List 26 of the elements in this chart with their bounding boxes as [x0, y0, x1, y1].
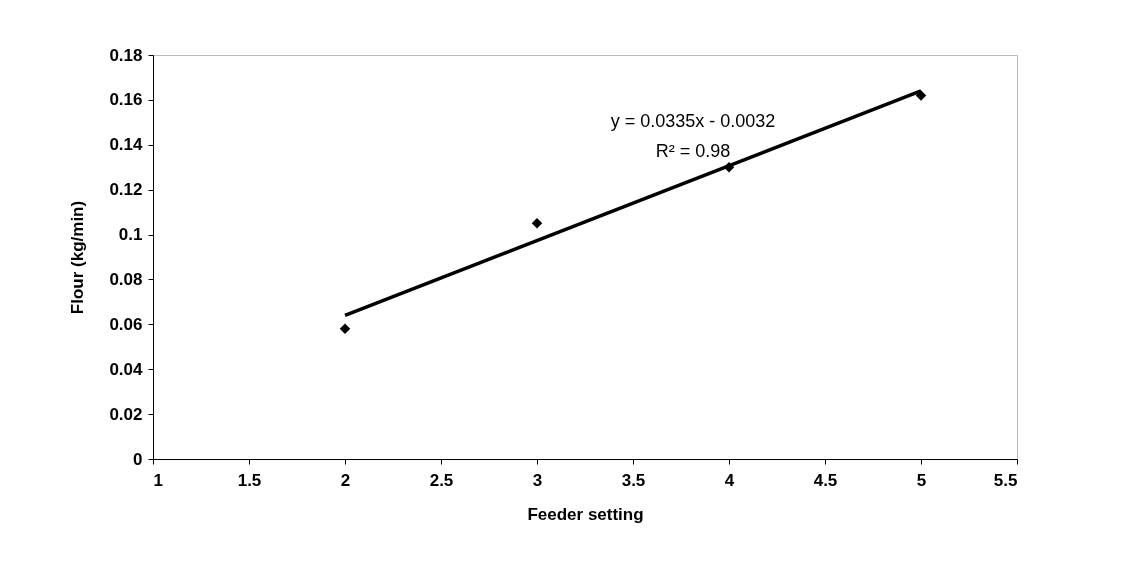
annotation: R² = 0.98 — [655, 141, 731, 161]
x-tick-label: 4.5 — [813, 470, 838, 490]
y-tick-label: 0.12 — [109, 180, 143, 200]
x-tick-label: 2 — [340, 470, 351, 490]
y-tick-label: 0 — [133, 449, 143, 469]
x-tick-label: 5.5 — [993, 470, 1018, 490]
point — [531, 218, 543, 229]
point — [339, 323, 351, 335]
x-tick-label: 4 — [724, 470, 735, 490]
y-tick-label: 0.18 — [109, 45, 143, 65]
y-tick-label: 0.16 — [109, 90, 143, 110]
y-tick-label: 0.06 — [109, 314, 143, 334]
y-axis-title: Flour (kg/min) — [68, 200, 88, 315]
x-tick-label: 5 — [916, 470, 927, 490]
y-tick-label: 0.14 — [109, 135, 144, 155]
y-tick-label: 0.08 — [109, 269, 143, 289]
x-tick-label: 3.5 — [621, 470, 646, 490]
annotation: y = 0.0335x - 0.0032 — [610, 111, 776, 131]
x-axis-title: Feeder setting — [527, 504, 644, 524]
x-tick-label: 1.5 — [237, 470, 262, 490]
x-tick-label: 3 — [532, 470, 543, 490]
y-tick-label: 0.04 — [109, 359, 144, 379]
y-tick-label: 0.1 — [118, 225, 143, 245]
y-tick-label: 0.02 — [109, 404, 143, 424]
x-tick-label: 1 — [153, 470, 163, 490]
x-tick-label: 2.5 — [429, 470, 454, 490]
